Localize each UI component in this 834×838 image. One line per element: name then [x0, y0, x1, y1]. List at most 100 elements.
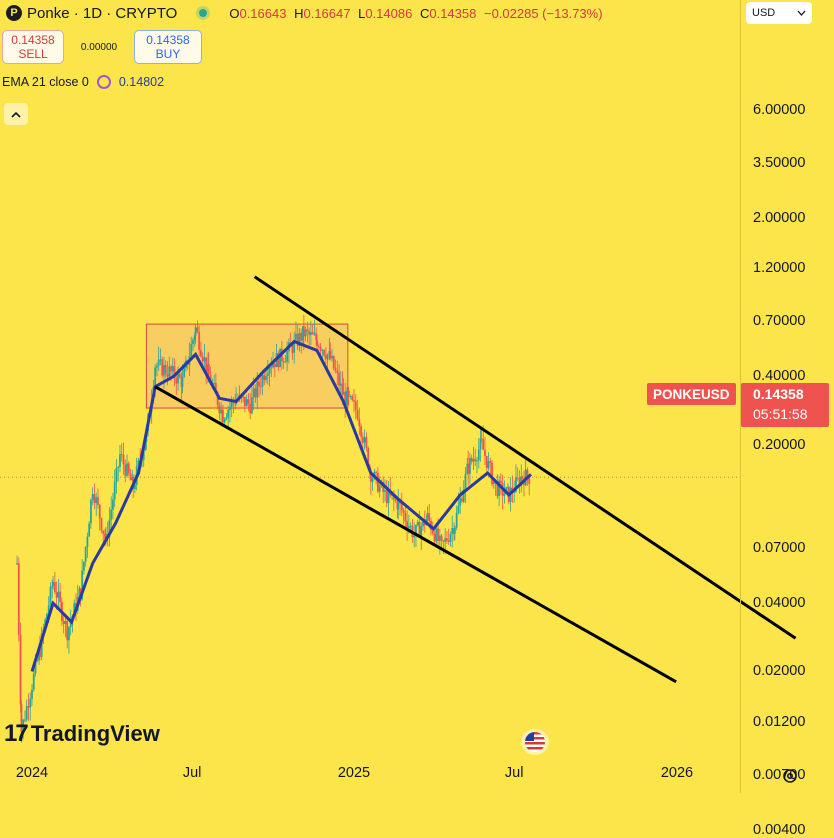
candle-body — [464, 473, 467, 490]
candle-body — [220, 409, 223, 414]
candle-body — [515, 477, 517, 492]
ema-label: EMA 21 close 0 — [2, 75, 89, 89]
symbol-title[interactable]: Ponke · 1D · CRYPTO — [27, 4, 178, 22]
candle-body — [347, 390, 350, 397]
lower-trendline[interactable] — [154, 385, 677, 684]
candle-body — [451, 527, 454, 535]
candle-body — [100, 518, 103, 531]
candles — [16, 314, 531, 743]
price-axis[interactable] — [740, 0, 834, 793]
candle-body — [371, 478, 374, 482]
candle-body — [68, 627, 70, 641]
candle-body — [293, 339, 296, 353]
x-tick-label: Jul — [182, 765, 202, 781]
y-tick-label: 0.07000 — [753, 540, 806, 557]
candle-body — [173, 365, 176, 379]
candle-body — [503, 493, 506, 496]
symbol-price-label: PONKEUSD — [647, 383, 736, 405]
candle-body — [489, 461, 492, 463]
candle-body — [286, 351, 289, 362]
x-tick-label: 2026 — [660, 765, 694, 781]
candle-body — [198, 332, 201, 351]
price-chart[interactable] — [0, 0, 834, 793]
candle-body — [270, 367, 273, 369]
upper-trendline[interactable] — [253, 275, 797, 640]
candle-body — [164, 365, 167, 374]
candle-body — [491, 462, 493, 485]
candle-body — [482, 439, 485, 450]
candle-body — [438, 535, 441, 541]
candle-body — [272, 363, 274, 368]
candle-body — [442, 540, 445, 542]
candle-body — [387, 489, 390, 504]
candle-body — [113, 482, 116, 500]
candle-body — [213, 382, 216, 384]
candle-body — [376, 472, 379, 492]
candle-body — [62, 621, 65, 624]
candle-body — [53, 582, 56, 593]
candle-body — [404, 512, 407, 522]
candle-body — [225, 417, 228, 420]
candle-body — [88, 523, 91, 537]
candle-body — [440, 535, 443, 541]
buy-button[interactable]: 0.14358 BUY — [134, 30, 202, 64]
candle-body — [254, 388, 257, 398]
y-tick-label: 0.01200 — [753, 713, 806, 730]
tradingview-logo[interactable]: 17 TradingView — [4, 720, 160, 748]
candle-body — [247, 399, 250, 404]
candle-body — [39, 648, 41, 657]
candle-body — [200, 350, 202, 357]
candle-body — [57, 591, 60, 598]
close-label: C — [419, 5, 430, 21]
candle-body — [521, 476, 524, 479]
candle-body — [369, 470, 372, 482]
collapse-chevron-icon[interactable] — [4, 103, 28, 125]
candle-body — [363, 437, 366, 443]
candle-body — [244, 396, 246, 407]
candle-body — [480, 438, 483, 440]
x-tick-label: Jul — [504, 765, 524, 781]
us-flag-icon[interactable] — [521, 729, 549, 755]
candle-body — [97, 497, 99, 505]
candle-body — [382, 481, 385, 493]
candle-body — [83, 561, 85, 571]
candle-body — [98, 504, 101, 519]
ema-indicator-legend[interactable]: EMA 21 close 0 0.14802 — [2, 75, 164, 89]
candle-body — [384, 490, 386, 493]
candle-body — [178, 373, 181, 378]
sell-button[interactable]: 0.14358 SELL — [2, 30, 64, 64]
bar-countdown: 05:51:58 — [753, 406, 808, 422]
ema-settings-icon[interactable] — [96, 75, 111, 89]
candle-body — [34, 660, 37, 674]
candle-body — [284, 361, 287, 363]
candle-body — [175, 378, 178, 384]
candle-body — [214, 382, 217, 393]
candle-body — [177, 373, 179, 384]
candle-body — [354, 401, 357, 410]
candle-body — [378, 485, 381, 492]
candle-body — [282, 361, 285, 363]
candle-body — [170, 366, 172, 372]
candle-body — [90, 499, 92, 524]
candle-body — [476, 460, 478, 462]
candle-body — [279, 348, 281, 368]
candle-body — [249, 403, 252, 414]
candle-body — [126, 463, 128, 476]
currency-select[interactable]: USD — [746, 2, 812, 24]
candle-body — [331, 356, 333, 359]
candle-body — [105, 534, 107, 539]
gear-icon[interactable] — [778, 764, 802, 788]
y-tick-label: 6.00000 — [753, 101, 806, 118]
open-value: 0.16643 — [239, 5, 287, 21]
close-value: 0.14358 — [429, 5, 477, 21]
candle-body — [365, 437, 368, 448]
candle-body — [449, 534, 452, 542]
candle-body — [192, 339, 194, 345]
candle-body — [142, 450, 145, 460]
y-tick-label: 1.20000 — [753, 260, 806, 277]
candle-body — [171, 365, 174, 372]
sell-label: SELL — [18, 47, 48, 61]
candle-body — [218, 405, 221, 414]
candle-body — [428, 513, 431, 521]
candle-body — [418, 521, 421, 537]
